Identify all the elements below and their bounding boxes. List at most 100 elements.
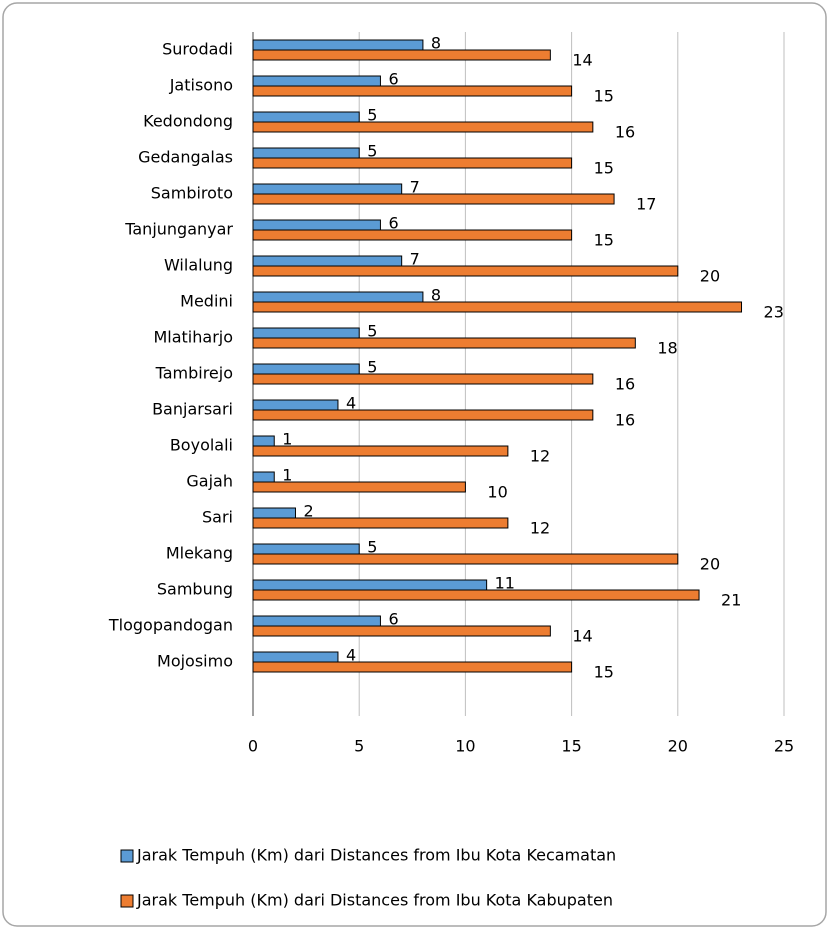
y-tick-label: Tanjunganyar [124, 220, 233, 239]
bar [252, 625, 551, 637]
y-tick-label: Mlatiharjo [153, 328, 233, 347]
bar [252, 49, 551, 61]
y-tick-label: Tambirejo [155, 364, 233, 383]
data-label: 5 [367, 322, 377, 341]
bar [252, 553, 679, 565]
bar [252, 121, 594, 133]
bar [252, 219, 381, 231]
data-label: 11 [495, 574, 515, 593]
bar [252, 85, 573, 97]
y-tick-label: Gajah [186, 472, 233, 491]
data-label: 5 [367, 358, 377, 377]
bar [252, 517, 509, 529]
y-tick-label: Sari [202, 508, 233, 527]
x-tick-label: 15 [561, 737, 581, 756]
x-tick-label: 5 [354, 737, 364, 756]
bar [252, 183, 403, 195]
y-tick-label: Mojosimo [157, 652, 233, 671]
bar [252, 193, 615, 205]
x-tick-label: 0 [248, 737, 258, 756]
data-label: 1 [282, 466, 292, 485]
y-tick-label: Boyolali [170, 436, 233, 455]
data-label: 12 [530, 447, 550, 466]
bar [252, 579, 488, 591]
bar [252, 157, 573, 169]
bar [252, 661, 573, 673]
bar [252, 301, 743, 313]
data-label: 5 [367, 106, 377, 125]
x-tick-label: 10 [455, 737, 475, 756]
data-label: 20 [700, 267, 720, 286]
y-tick-label: Gedangalas [138, 148, 233, 167]
data-label: 7 [410, 178, 420, 197]
legend-swatch [120, 849, 134, 863]
x-tick-label: 20 [668, 737, 688, 756]
data-label: 2 [303, 502, 313, 521]
data-label: 14 [572, 51, 592, 70]
data-label: 20 [700, 555, 720, 574]
bar [252, 111, 360, 123]
legend-label: Jarak Tempuh (Km) dari Distances from Ib… [136, 891, 613, 910]
bar [252, 147, 360, 159]
y-tick-label: Kedondong [143, 112, 233, 131]
bar [252, 543, 360, 555]
bar [252, 589, 700, 601]
y-tick-label: Wilalung [164, 256, 233, 275]
bar [252, 507, 296, 519]
y-tick-label: Banjarsari [152, 400, 233, 419]
data-label: 10 [487, 483, 507, 502]
data-label: 5 [367, 538, 377, 557]
bar [252, 445, 509, 457]
x-tick-label: 25 [774, 737, 794, 756]
bar [252, 481, 466, 493]
bar [252, 255, 403, 267]
y-tick-label: Medini [180, 292, 233, 311]
data-label: 17 [636, 195, 656, 214]
bar [252, 75, 381, 87]
data-label: 14 [572, 627, 592, 646]
data-label: 6 [388, 610, 398, 629]
data-label: 5 [367, 142, 377, 161]
data-label: 15 [594, 159, 614, 178]
data-label: 15 [594, 663, 614, 682]
bar [252, 291, 424, 303]
bar [252, 615, 381, 627]
bar [252, 337, 636, 349]
y-tick-label: Jatisono [169, 76, 233, 95]
y-tick-label: Mlekang [166, 544, 233, 563]
bar [252, 373, 594, 385]
data-label: 12 [530, 519, 550, 538]
data-label: 8 [431, 286, 441, 305]
bar [252, 327, 360, 339]
data-label: 8 [431, 34, 441, 53]
data-label: 16 [615, 411, 635, 430]
data-label: 4 [346, 394, 356, 413]
data-label: 16 [615, 375, 635, 394]
y-tick-label: Surodadi [162, 40, 233, 59]
y-tick-label: Tlogopandogan [108, 616, 233, 635]
data-label: 1 [282, 430, 292, 449]
data-label: 23 [764, 303, 784, 322]
y-tick-label: Sambiroto [151, 184, 233, 203]
bar [252, 399, 339, 411]
bar [252, 265, 679, 277]
bar [252, 363, 360, 375]
data-label: 15 [594, 231, 614, 250]
data-label: 6 [388, 70, 398, 89]
data-label: 16 [615, 123, 635, 142]
legend-swatch [120, 894, 134, 908]
data-label: 18 [657, 339, 677, 358]
data-label: 6 [388, 214, 398, 233]
y-tick-label: Sambung [157, 580, 233, 599]
bar [252, 39, 424, 51]
data-label: 21 [721, 591, 741, 610]
bar [252, 229, 573, 241]
data-label: 4 [346, 646, 356, 665]
bar [252, 435, 275, 447]
data-label: 7 [410, 250, 420, 269]
data-label: 15 [594, 87, 614, 106]
legend-label: Jarak Tempuh (Km) dari Distances from Ib… [136, 846, 616, 865]
bar [252, 409, 594, 421]
